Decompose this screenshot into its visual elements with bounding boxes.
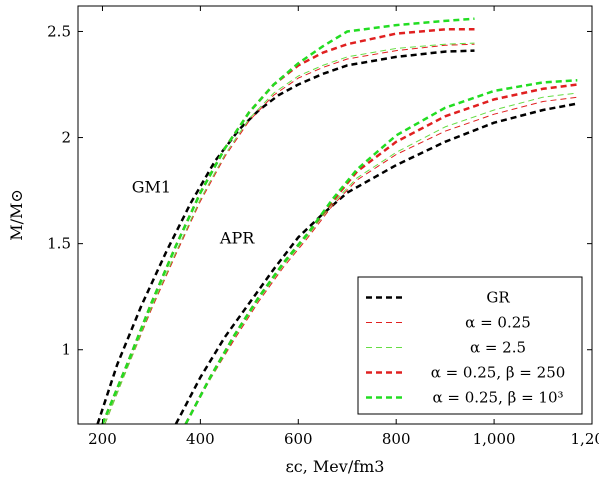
legend-box	[357, 276, 583, 415]
series-apr-1	[185, 96, 578, 424]
y-tick-label: 2	[61, 129, 71, 147]
series-gm1-2	[104, 42, 475, 424]
y-tick-label: 2.5	[47, 22, 71, 40]
y-axis-label: M/M⊙	[7, 189, 26, 241]
x-axis-label: εc, Mev/fm3	[286, 457, 385, 476]
legend-label: GR	[486, 289, 510, 307]
annotation-apr: APR	[219, 229, 255, 248]
x-tick-label: 1,200	[571, 430, 599, 448]
ticks-layer: 200 400 600 800 1,000 1,200 1 1.5 2 2.5	[47, 6, 599, 448]
series-gm1-4	[101, 17, 475, 424]
x-tick-label: 1,000	[473, 430, 516, 448]
legend-label: α = 0.25, β = 250	[431, 364, 566, 382]
legend: GR α = 0.25 α = 2.5 α = 0.25, β = 250 α = 0.…	[357, 276, 583, 415]
legend-label: α = 2.5	[470, 339, 526, 357]
annotations-layer: GM1 APR	[132, 178, 255, 248]
series-apr-4	[184, 79, 578, 424]
series-apr-2	[185, 92, 578, 424]
series-layer	[96, 17, 578, 424]
y-tick-label: 1.5	[47, 235, 71, 253]
series-apr-0	[174, 102, 578, 424]
annotation-gm1: GM1	[132, 178, 171, 197]
x-tick-label: 400	[186, 430, 215, 448]
plot-frame	[77, 5, 593, 425]
y-tick-label: 1	[61, 341, 71, 359]
x-tick-label: 600	[284, 430, 313, 448]
x-tick-label: 200	[88, 430, 117, 448]
x-tick-label: 800	[382, 430, 411, 448]
legend-label: α = 0.25	[465, 314, 531, 332]
series-gm1-1	[104, 43, 475, 424]
legend-label: α = 0.25, β = 10³	[432, 389, 563, 407]
